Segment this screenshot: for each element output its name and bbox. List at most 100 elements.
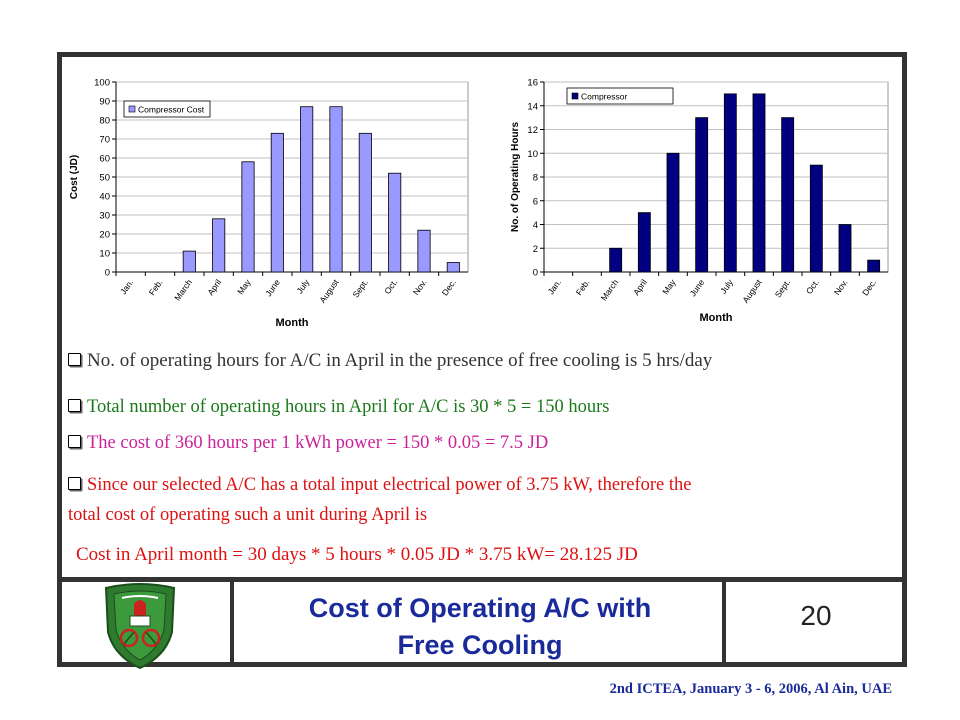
bullet-operating-hours: No. of operating hours for A/C in April … (68, 350, 712, 372)
bar (637, 212, 651, 273)
x-tick-label: Dec. (440, 277, 458, 297)
x-tick-label: March (172, 277, 194, 302)
bullet-text: Total number of operating hours in April… (87, 397, 610, 417)
bar (270, 132, 284, 273)
legend-label: Compressor Cost (138, 105, 205, 115)
bullet-cost-per-kwh: The cost of 360 hours per 1 kWh power = … (68, 433, 548, 454)
y-tick-label: 40 (99, 192, 110, 203)
compressor-cost-chart: 0 10 20 30 40 50 60 70 80 90 100 Jan. Feb. March April… (69, 78, 469, 329)
legend-swatch (128, 105, 136, 113)
bar (241, 161, 255, 273)
y-tick-label: 90 (99, 97, 110, 108)
bar (609, 247, 623, 273)
legend-label: Compressor (581, 92, 627, 102)
y-tick-label: 100 (94, 78, 110, 89)
y-tick-label: 10 (99, 249, 110, 260)
footer-separator-right (722, 577, 726, 667)
checkbox-bullet-icon (68, 477, 81, 491)
y-tick-label: 20 (99, 230, 110, 241)
legend-box (123, 100, 211, 118)
bullet-selected-ac: Since our selected A/C has a total input… (68, 475, 691, 496)
x-tick-label: Sept. (350, 277, 370, 299)
x-tick-label: Feb. (574, 277, 592, 297)
x-tick-label: Jan. (546, 277, 563, 296)
x-tick-label: May (235, 277, 253, 297)
y-axis-label: No. of Operating Hours (510, 122, 521, 232)
checkbox-bullet-icon (68, 399, 81, 413)
x-tick-label: Oct. (382, 277, 399, 296)
y-tick-label: 10 (527, 149, 538, 160)
x-tick-label: Sept. (773, 277, 793, 299)
x-tick-label: June (688, 277, 707, 298)
bar (358, 132, 372, 273)
slide-title-line1: Cost of Operating A/C with (308, 593, 652, 623)
x-axis-label: Month (276, 317, 309, 329)
y-tick-label: 8 (533, 173, 538, 184)
x-tick-label: July (294, 277, 311, 296)
x-tick-label: August (317, 277, 341, 305)
y-tick-label: 80 (99, 116, 110, 127)
bar (781, 117, 795, 273)
bar (752, 93, 766, 273)
x-tick-label: July (718, 277, 735, 296)
footer-divider (57, 577, 907, 582)
bar (446, 262, 460, 273)
x-tick-label: Nov. (832, 277, 850, 297)
x-tick-label: August (740, 277, 764, 305)
x-tick-label: Oct. (804, 277, 821, 296)
x-tick-label: Feb. (147, 277, 165, 297)
x-tick-label: June (263, 277, 282, 298)
x-axis-label: Month (700, 312, 733, 324)
y-tick-label: 14 (527, 101, 538, 112)
conference-footer: 2nd ICTEA, January 3 - 6, 2006, Al Ain, … (609, 681, 892, 697)
bar (838, 224, 852, 273)
bar (417, 229, 431, 273)
y-tick-label: 60 (99, 154, 110, 165)
y-tick-label: 70 (99, 135, 110, 146)
x-tick-label: Jan. (118, 277, 135, 296)
bar (809, 164, 823, 273)
bullet-april-cost: Cost in April month = 30 days * 5 hours … (76, 544, 638, 566)
y-tick-label: 50 (99, 173, 110, 184)
page-number: 20 (800, 600, 832, 631)
bullet-text: Since our selected A/C has a total input… (87, 475, 692, 495)
y-tick-label: 4 (533, 220, 538, 231)
bar (867, 259, 881, 273)
university-logo (104, 583, 176, 670)
y-tick-label: 2 (533, 244, 538, 255)
bar (182, 250, 196, 273)
x-tick-label: Dec. (860, 277, 878, 297)
bar (388, 172, 402, 273)
x-tick-label: March (599, 277, 621, 302)
slide-title: Cost of Operating A/C with Free Cooling (236, 590, 724, 664)
bullet-text: The cost of 360 hours per 1 kWh power = … (87, 433, 549, 453)
x-tick-label: May (660, 277, 678, 297)
x-tick-label: April (631, 277, 649, 297)
bar (300, 106, 314, 273)
footer-separator-left (230, 577, 234, 667)
bar (329, 106, 343, 273)
slide-title-line2: Free Cooling (397, 630, 563, 660)
y-tick-label: 16 (527, 78, 538, 89)
y-tick-label: 6 (533, 196, 538, 207)
bar (666, 152, 680, 273)
operating-hours-chart: 0 2 4 6 8 10 12 14 16 Jan. Feb. March April May June Ju… (510, 78, 889, 324)
x-tick-label: April (205, 277, 223, 297)
bullet-selected-ac-continued: total cost of operating such a unit duri… (68, 505, 427, 526)
bar (723, 93, 737, 273)
y-tick-label: 0 (533, 268, 538, 279)
y-tick-label: 0 (105, 268, 110, 279)
bar (212, 218, 226, 273)
x-tick-label: Nov. (411, 277, 429, 297)
legend-swatch (571, 92, 579, 100)
legend-box (566, 87, 674, 105)
bar (695, 117, 709, 273)
checkbox-bullet-icon (68, 353, 81, 367)
checkbox-bullet-icon (68, 435, 81, 449)
y-axis-label: Cost (JD) (69, 155, 80, 199)
y-tick-label: 30 (99, 211, 110, 222)
bullet-text: total cost of operating such a unit duri… (68, 505, 428, 525)
y-tick-label: 12 (527, 125, 538, 136)
bullet-text: No. of operating hours for A/C in April … (87, 350, 713, 371)
bullet-total-hours: Total number of operating hours in April… (68, 397, 609, 418)
